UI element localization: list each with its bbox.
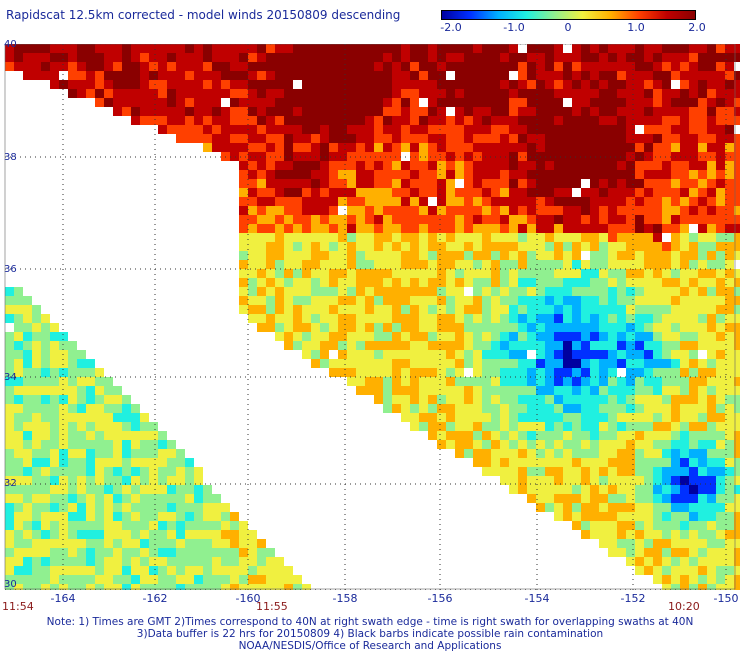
- lat-label: 36: [4, 264, 17, 275]
- scatterometer-swaths: [5, 44, 740, 590]
- colorbar-label: -1.0: [503, 21, 525, 34]
- lat-label: 34: [4, 372, 17, 383]
- lat-label: 38: [4, 152, 17, 163]
- lon-label: -152: [620, 592, 646, 605]
- colorbar-label: -2.0: [440, 21, 462, 34]
- colorbar-label: 0: [564, 21, 572, 34]
- colorbar: [441, 10, 696, 20]
- graticule: [5, 44, 735, 590]
- lon-label: -164: [50, 592, 76, 605]
- note-line-3: NOAA/NESDIS/Office of Research and Appli…: [238, 640, 502, 652]
- time-label-right: 10:20: [668, 600, 700, 613]
- time-label-middle: 11:55: [256, 600, 288, 613]
- colorbar-label: 2.0: [688, 21, 706, 34]
- lat-label: 30: [4, 579, 17, 590]
- map-title: Rapidscat 12.5km corrected - model winds…: [6, 8, 401, 22]
- lon-label: -154: [524, 592, 550, 605]
- note-line-2: 3)Data buffer is 22 hrs for 20150809 4) …: [136, 628, 604, 640]
- wind-difference-map: [4, 44, 740, 590]
- lon-label: -160: [235, 592, 261, 605]
- map-area: [0, 44, 740, 590]
- lat-label: 40: [4, 39, 17, 50]
- colorbar-label: 1.0: [627, 21, 645, 34]
- lon-label: -162: [142, 592, 168, 605]
- lon-label: -150: [713, 592, 739, 605]
- time-label-left: 11:54: [2, 600, 34, 613]
- lat-label: 32: [4, 478, 17, 489]
- lon-label: -156: [427, 592, 453, 605]
- lon-label: -158: [332, 592, 358, 605]
- note-line-1: Note: 1) Times are GMT 2)Times correspon…: [46, 616, 694, 628]
- map-frame: [4, 44, 736, 590]
